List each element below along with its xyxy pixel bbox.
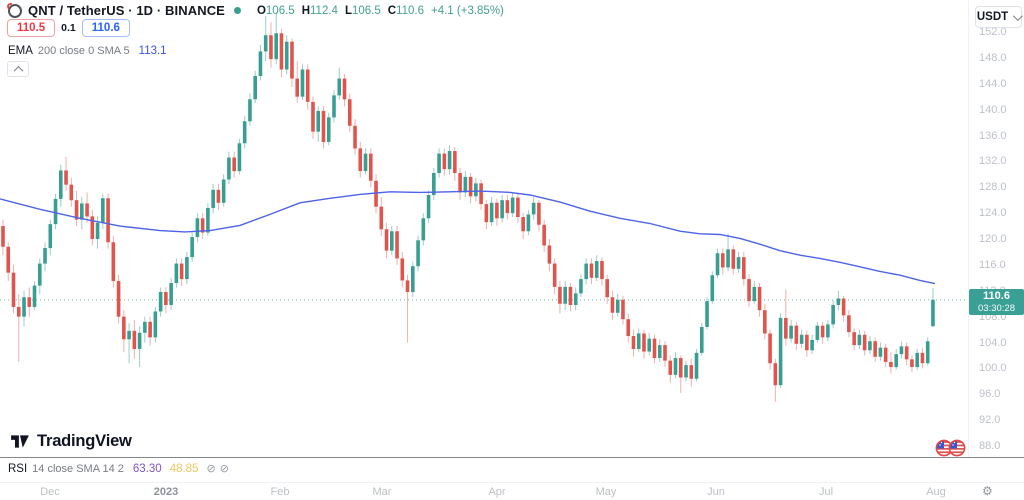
time-axis-label: May: [595, 486, 617, 498]
price-tick: 132.0: [979, 155, 1007, 168]
brand-text: TradingView: [37, 432, 132, 450]
price-tick: 92.0: [979, 414, 1001, 427]
open-label: O: [256, 4, 266, 17]
tradingview-brand[interactable]: TradingView: [10, 432, 132, 451]
currency-label: USDT: [976, 11, 1009, 23]
current-price-value: 110.6: [983, 289, 1010, 302]
time-axis-label: Aug: [926, 486, 946, 498]
ema-params: 200 close 0 SMA 5: [37, 45, 130, 57]
price-tick: 116.0: [979, 258, 1006, 271]
gear-icon[interactable]: ⚙: [982, 484, 993, 498]
chevron-down-icon: [1013, 10, 1024, 21]
high-label: H: [301, 4, 310, 17]
low-value: 106.5: [351, 4, 381, 17]
price-tick: 140.0: [979, 103, 1007, 116]
time-axis-label: Dec: [40, 486, 60, 498]
time-axis-label: Feb: [270, 486, 290, 498]
tradingview-logo-icon: [11, 435, 29, 448]
symbol-title[interactable]: QNT / TetherUS · 1D · BINANCE: [28, 3, 225, 18]
buy-button[interactable]: 110.6: [81, 19, 130, 37]
ohlc-values: O106.5 H112.4 L106.5 C110.6: [257, 5, 431, 17]
qnt-logo-icon: [6, 1, 22, 18]
bar-countdown: 03:30:28: [978, 302, 1015, 314]
price-tick: 100.0: [979, 362, 1007, 375]
close-value: 110.6: [396, 4, 424, 17]
chevron-up-icon: [13, 65, 23, 76]
rsi-name: RSI: [8, 462, 28, 475]
ema-value: 113.1: [138, 45, 167, 57]
rsi-legend[interactable]: RSI 14 close SMA 14 2 63.30 48.85 ⊘ ⊘: [8, 462, 233, 476]
hide-icon[interactable]: ⊘: [206, 463, 216, 475]
ema-name: EMA: [8, 45, 33, 57]
close-label: C: [387, 4, 397, 17]
time-axis-separator: [0, 482, 1024, 483]
price-axis-separator: [968, 0, 969, 458]
low-label: L: [344, 4, 352, 17]
time-axis-label: 2023: [153, 486, 179, 498]
time-axis-label: Apr: [488, 486, 506, 498]
price-tick: 136.0: [979, 129, 1007, 142]
candlestick-chart[interactable]: [0, 0, 968, 500]
time-axis-label: Jul: [818, 486, 834, 498]
high-value: 112.4: [310, 4, 338, 17]
price-tick: 128.0: [979, 181, 1007, 194]
currency-dropdown[interactable]: USDT: [975, 6, 1024, 28]
price-tick: 104.0: [979, 336, 1007, 349]
symbol-header: QNT / TetherUS · 1D · BINANCE O106.5 H11…: [6, 1, 504, 19]
price-tick: 88.0: [979, 440, 1001, 453]
market-status-dot[interactable]: [233, 7, 241, 14]
trade-buttons: 110.5 0.1 110.6: [7, 19, 130, 37]
change-value: +4.1 (+3.85%): [431, 4, 504, 17]
price-tick: 120.0: [979, 233, 1007, 245]
collapse-legend-button[interactable]: [7, 61, 29, 77]
pane-separator[interactable]: [0, 457, 1024, 458]
hide-icon-2[interactable]: ⊘: [219, 463, 229, 475]
price-tick: 96.0: [979, 388, 1001, 401]
price-tick: 144.0: [979, 77, 1007, 90]
sell-button[interactable]: 110.5: [7, 19, 56, 37]
rsi-value: 63.30: [132, 462, 162, 475]
flag-icons[interactable]: [934, 438, 970, 458]
rsi-ma-value: 48.85: [169, 462, 199, 475]
ema-legend[interactable]: EMA 200 close 0 SMA 5 113.1: [8, 45, 167, 57]
time-axis-label: Mar: [372, 486, 392, 498]
time-axis-label: Jun: [707, 486, 725, 498]
spread-value: 0.1: [61, 22, 76, 34]
price-tick: 152.0: [979, 26, 1007, 38]
price-tick: 148.0: [979, 51, 1007, 64]
rsi-params: 14 close SMA 14 2: [32, 462, 124, 475]
open-value: 106.5: [265, 4, 295, 17]
price-tick: 124.0: [979, 207, 1007, 220]
us-flag-icon-2: [949, 440, 965, 456]
time-axis[interactable]: Dec 2023 Feb Mar Apr May Jun Jul Aug: [0, 486, 968, 500]
current-price-badge: 110.6 03:30:28: [969, 288, 1024, 315]
